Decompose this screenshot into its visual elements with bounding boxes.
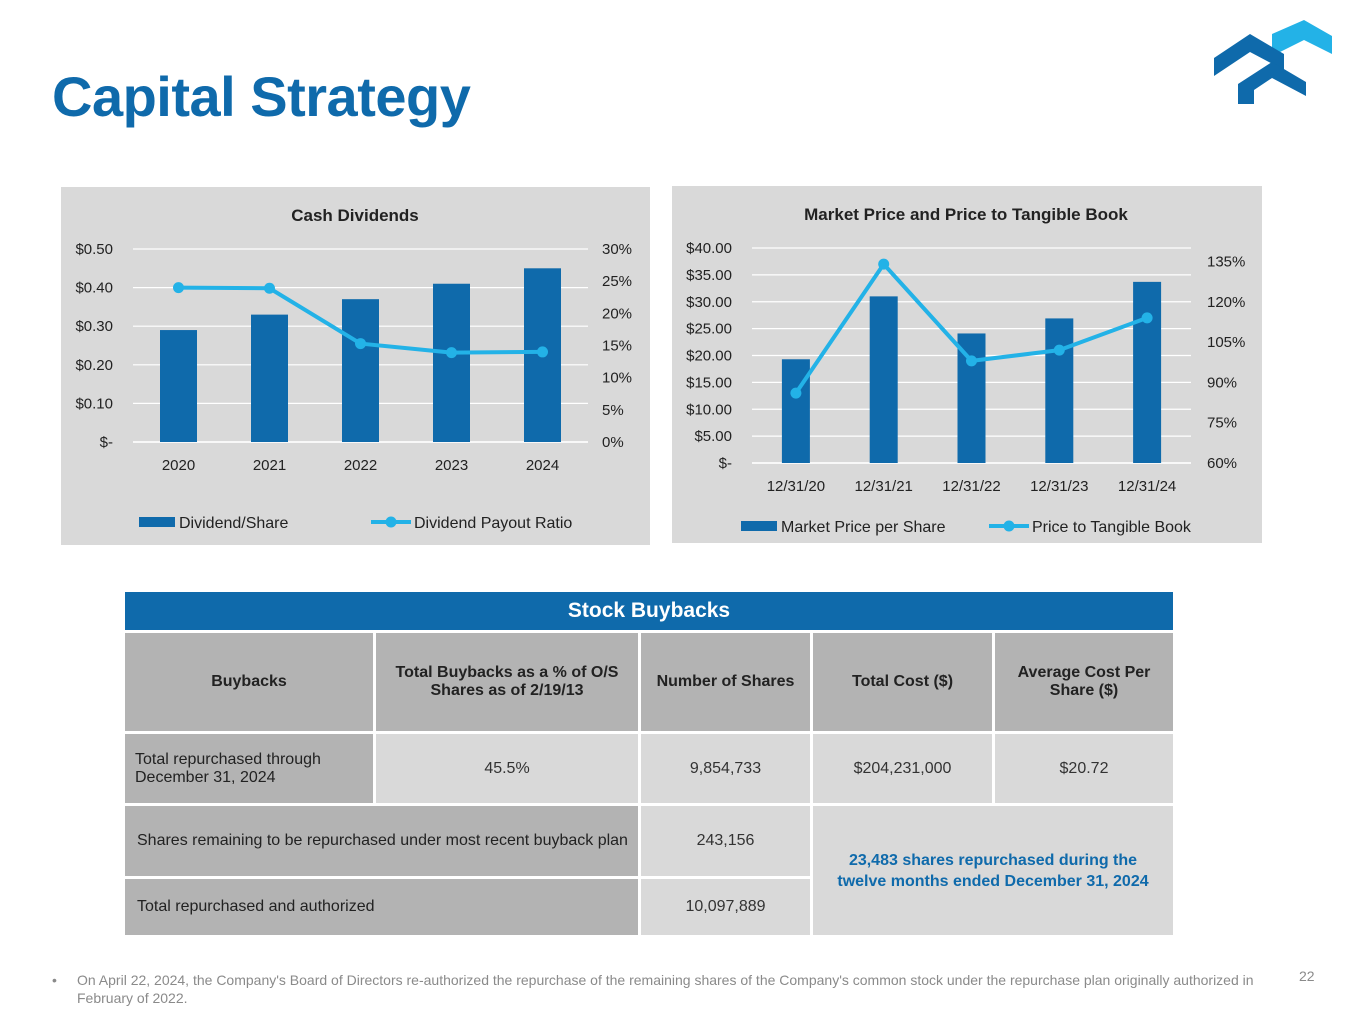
row-total-repurchased-cost: $204,231,000	[813, 734, 992, 803]
header-average-cost: Average Cost Per Share ($)	[995, 633, 1173, 731]
y-left-tick-label: $-	[100, 434, 113, 451]
legend-line-marker	[1003, 520, 1015, 532]
y-right-tick-label: 75%	[1207, 415, 1237, 432]
y-left-tick-label: $25.00	[686, 321, 732, 338]
bar-12-31-23	[1045, 318, 1074, 463]
footnote-text: On April 22, 2024, the Company's Board o…	[77, 972, 1254, 1006]
x-tick-label: 12/31/24	[1118, 478, 1176, 495]
row-total-repurchased-pct: 45.5%	[376, 734, 638, 803]
footnote-bullet: •	[52, 972, 57, 988]
footnote: • On April 22, 2024, the Company's Board…	[52, 971, 1282, 1007]
y-left-tick-label: $0.10	[75, 395, 113, 412]
y-right-tick-label: 135%	[1207, 253, 1245, 270]
x-tick-label: 12/31/20	[767, 478, 825, 495]
row-total-authorized-label: Total repurchased and authorized	[125, 879, 638, 935]
x-tick-label: 12/31/22	[942, 478, 1000, 495]
y-right-tick-label: 15%	[602, 338, 632, 355]
y-left-tick-label: $0.40	[75, 280, 113, 297]
x-tick-label: 2020	[162, 457, 195, 474]
legend-line-label: Dividend Payout Ratio	[414, 515, 572, 532]
legend-line-label: Price to Tangible Book	[1032, 519, 1192, 536]
line-point-2023	[446, 347, 457, 359]
y-right-tick-label: 90%	[1207, 374, 1237, 391]
header-total-cost: Total Cost ($)	[813, 633, 992, 731]
stock-buybacks-title: Stock Buybacks	[125, 592, 1173, 630]
company-logo	[1214, 20, 1332, 104]
line-point-2022	[355, 338, 366, 350]
bar-2021	[251, 314, 288, 442]
logo-chevron-light	[1272, 20, 1332, 56]
cash-dividends-svg: Cash Dividends $- $0.10 $0.20 $0.30 $0.40 $0.5…	[75, 206, 632, 532]
y-right-tick-label: 10%	[602, 370, 632, 387]
header-buybacks: Buybacks	[125, 633, 373, 731]
line-point-12-31-20	[790, 387, 802, 399]
y-left-tick-label: $10.00	[686, 401, 732, 418]
line-point-12-31-24	[1141, 312, 1153, 324]
y-left-tick-label: $0.20	[75, 357, 113, 374]
legend-bar-label: Market Price per Share	[781, 519, 946, 536]
y-left-tick-label: $0.30	[75, 318, 113, 335]
y-right-tick-label: 120%	[1207, 294, 1245, 311]
logo-chevron-dark-right	[1238, 62, 1306, 104]
row-total-repurchased-avg: $20.72	[995, 734, 1173, 803]
chart-title: Market Price and Price to Tangible Book	[804, 205, 1128, 224]
y-right-tick-label: 5%	[602, 402, 624, 419]
page-number: 22	[1299, 968, 1315, 984]
row-total-repurchased-label: Total repurchased through December 31, 2…	[125, 734, 373, 803]
stock-buybacks-table: Buybacks Total Buybacks as a % of O/S Sh…	[125, 633, 1173, 935]
y-left-tick-label: $-	[719, 455, 732, 472]
row-shares-remaining-label: Shares remaining to be repurchased under…	[125, 806, 638, 876]
y-right-tick-label: 105%	[1207, 334, 1245, 351]
line-point-12-31-22	[966, 355, 977, 367]
bar-12-31-22	[957, 333, 986, 463]
legend-bar-label: Dividend/Share	[179, 515, 289, 532]
y-right-tick-label: 20%	[602, 305, 632, 322]
y-left-tick-label: $0.50	[75, 241, 113, 258]
line-point-2020	[173, 282, 184, 294]
y-left-tick-label: $40.00	[686, 240, 732, 257]
logo-chevron-dark-left	[1214, 34, 1284, 76]
header-pct-shares: Total Buybacks as a % of O/S Shares as o…	[376, 633, 638, 731]
market-price-svg: Market Price and Price to Tangible Book $…	[686, 205, 1245, 536]
line-point-2024	[537, 346, 548, 358]
y-right-tick-label: 0%	[602, 434, 624, 451]
bar-12-31-20	[781, 359, 810, 463]
bar-2023	[433, 283, 470, 442]
row-total-repurchased-shares: 9,854,733	[641, 734, 810, 803]
legend-bar-swatch	[139, 517, 175, 527]
y-left-tick-label: $5.00	[694, 428, 732, 445]
bar-2020	[160, 330, 197, 442]
row-total-authorized-value: 10,097,889	[641, 879, 810, 935]
bar-12-31-21	[869, 296, 898, 463]
y-left-tick-label: $20.00	[686, 348, 732, 365]
page-title: Capital Strategy	[52, 65, 471, 128]
x-tick-label: 2024	[526, 457, 559, 474]
y-right-tick-label: 60%	[1207, 455, 1237, 472]
header-number-of-shares: Number of Shares	[641, 633, 810, 731]
x-tick-label: 2023	[435, 457, 468, 474]
cash-dividends-chart: Cash Dividends $- $0.10 $0.20 $0.30 $0.40 $0.5…	[61, 187, 650, 545]
legend-line-marker	[385, 516, 397, 528]
chart-title: Cash Dividends	[291, 206, 419, 225]
x-tick-label: 2021	[253, 457, 286, 474]
row-shares-remaining-value: 243,156	[641, 806, 810, 876]
x-tick-label: 2022	[344, 457, 377, 474]
bar-2022	[342, 299, 379, 442]
y-right-tick-label: 30%	[602, 241, 632, 258]
buyback-period-note: 23,483 shares repurchased during the twe…	[813, 806, 1173, 935]
y-left-tick-label: $15.00	[686, 374, 732, 391]
line-point-2021	[264, 282, 275, 294]
line-point-12-31-21	[878, 258, 890, 270]
y-left-tick-label: $30.00	[686, 294, 732, 311]
x-tick-label: 12/31/21	[855, 478, 913, 495]
legend-bar-swatch	[741, 521, 777, 531]
bar-12-31-24	[1133, 281, 1162, 463]
y-right-tick-label: 25%	[602, 273, 632, 290]
line-point-12-31-23	[1053, 344, 1065, 356]
x-tick-label: 12/31/23	[1030, 478, 1088, 495]
y-left-tick-label: $35.00	[686, 267, 732, 284]
market-price-chart: Market Price and Price to Tangible Book $…	[672, 186, 1262, 543]
